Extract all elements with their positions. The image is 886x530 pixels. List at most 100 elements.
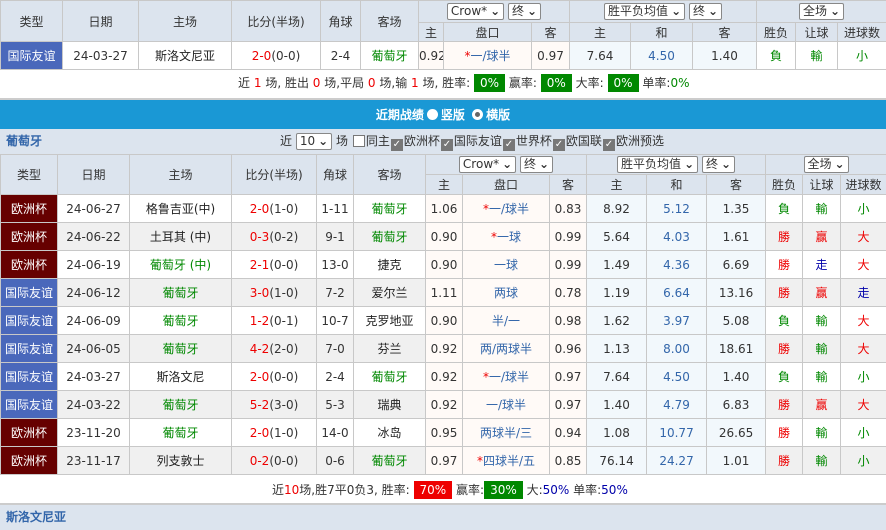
match-type[interactable]: 欧洲杯: [1, 447, 58, 475]
filter-label[interactable]: 同主: [366, 134, 390, 148]
odds-d: 4.79: [647, 391, 707, 419]
period-select[interactable]: 全场: [804, 156, 849, 173]
handicap-rate-badge: 0%: [541, 74, 572, 92]
odds-l: 6.83: [707, 391, 766, 419]
s-text: 近: [238, 76, 250, 90]
match-date: 24-06-12: [58, 279, 130, 307]
home-team[interactable]: 列支敦士: [130, 447, 232, 475]
company-select[interactable]: Crow*: [459, 156, 516, 173]
odds-w: 1.13: [587, 335, 647, 363]
away-team[interactable]: 捷克: [354, 251, 426, 279]
vertical-radio[interactable]: [427, 109, 438, 120]
home-team[interactable]: 葡萄牙 (中): [130, 251, 232, 279]
table-row: 欧洲杯 23-11-20 葡萄牙 2-0(1-0) 14-0 冰岛 0.95 两…: [1, 419, 886, 447]
horizontal-radio[interactable]: [472, 109, 483, 120]
home-team[interactable]: 葡萄牙: [130, 419, 232, 447]
stage-select-2[interactable]: 终: [689, 3, 722, 20]
home-team[interactable]: 葡萄牙: [130, 279, 232, 307]
match-type[interactable]: 国际友谊: [1, 335, 58, 363]
away-team[interactable]: 葡萄牙: [354, 363, 426, 391]
match-type[interactable]: 欧洲杯: [1, 223, 58, 251]
team-name: 葡萄牙: [6, 129, 42, 154]
result-hc: 輸: [803, 307, 841, 335]
match-type[interactable]: 国际友谊: [1, 307, 58, 335]
odds-d: 4.50: [647, 363, 707, 391]
match-type[interactable]: 国际友谊: [1, 391, 58, 419]
handicap-line: 半/一: [463, 307, 550, 335]
filter-checkbox[interactable]: ✓: [391, 139, 403, 151]
away-team[interactable]: 爱尔兰: [354, 279, 426, 307]
full-score: 2-0: [250, 370, 270, 384]
home-team[interactable]: 葡萄牙: [130, 307, 232, 335]
match-type[interactable]: 国际友谊: [1, 279, 58, 307]
filter-label[interactable]: 欧国联: [566, 134, 602, 148]
away-team[interactable]: 芬兰: [354, 335, 426, 363]
away-team[interactable]: 瑞典: [354, 391, 426, 419]
stage-select[interactable]: 终: [508, 3, 541, 20]
avg-select[interactable]: 胜平负均值: [604, 3, 685, 20]
away-team[interactable]: 冰岛: [354, 419, 426, 447]
stage-select-2[interactable]: 终: [702, 156, 735, 173]
match-type[interactable]: 欧洲杯: [1, 195, 58, 223]
avg-select[interactable]: 胜平负均值: [617, 156, 698, 173]
odds-d: 3.97: [647, 307, 707, 335]
away-team[interactable]: 葡萄牙: [361, 42, 419, 70]
match-type[interactable]: 国际友谊: [1, 42, 63, 70]
filter-label[interactable]: 世界杯: [516, 134, 552, 148]
odds-w: 1.08: [587, 419, 647, 447]
horizontal-label[interactable]: 横版: [486, 108, 510, 122]
filter-label[interactable]: 国际友谊: [454, 134, 502, 148]
odds-a: 0.97: [550, 391, 587, 419]
odds-a: 0.98: [550, 307, 587, 335]
home-team[interactable]: 葡萄牙: [130, 335, 232, 363]
corner: 13-0: [317, 251, 354, 279]
filter-checkbox[interactable]: ✓: [603, 139, 615, 151]
filter-label[interactable]: 欧洲预选: [616, 134, 664, 148]
odds-w: 7.64: [587, 363, 647, 391]
half-score: (1-0): [269, 286, 298, 300]
home-team[interactable]: 斯洛文尼: [130, 363, 232, 391]
odds-d: 8.00: [647, 335, 707, 363]
result-wl: 勝: [766, 419, 803, 447]
filter-checkbox[interactable]: ✓: [503, 139, 515, 151]
match-type[interactable]: 欧洲杯: [1, 251, 58, 279]
result-wl: 負: [757, 42, 796, 70]
away-team[interactable]: 克罗地亚: [354, 307, 426, 335]
filter-label[interactable]: 欧洲杯: [404, 134, 440, 148]
filter-checkbox[interactable]: [353, 135, 365, 147]
table-row: 欧洲杯 24-06-22 土耳其 (中) 0-3(0-2) 9-1 葡萄牙 0.…: [1, 223, 886, 251]
half-score: (0-0): [269, 454, 298, 468]
line: 两/两球半: [480, 342, 532, 356]
vertical-label[interactable]: 竖版: [441, 108, 465, 122]
result-goals: 大: [841, 223, 886, 251]
filter-checkbox[interactable]: ✓: [441, 139, 453, 151]
stage-select[interactable]: 终: [520, 156, 553, 173]
recent-count-select[interactable]: 10: [296, 133, 332, 150]
away-team[interactable]: 葡萄牙: [354, 223, 426, 251]
odds-l: 1.40: [693, 42, 757, 70]
full-score: 0-2: [250, 454, 270, 468]
result-wl: 勝: [766, 279, 803, 307]
col-l: 客: [693, 23, 757, 42]
home-team[interactable]: 土耳其 (中): [130, 223, 232, 251]
match-type[interactable]: 国际友谊: [1, 363, 58, 391]
company-select[interactable]: Crow*: [447, 3, 504, 20]
odds-a: 0.83: [550, 195, 587, 223]
odds-l: 26.65: [707, 419, 766, 447]
match-type[interactable]: 欧洲杯: [1, 419, 58, 447]
odds-h: 0.92: [419, 42, 444, 70]
filter-checkbox[interactable]: ✓: [553, 139, 565, 151]
home-team[interactable]: 格鲁吉亚(中): [130, 195, 232, 223]
table-row: 国际友谊 24-06-05 葡萄牙 4-2(2-0) 7-0 芬兰 0.92 两…: [1, 335, 886, 363]
home-team[interactable]: 斯洛文尼亚: [139, 42, 232, 70]
away-team[interactable]: 葡萄牙: [354, 447, 426, 475]
home-team[interactable]: 葡萄牙: [130, 391, 232, 419]
full-score: 0-3: [250, 230, 270, 244]
s-win: 0: [313, 76, 321, 90]
away-team[interactable]: 葡萄牙: [354, 195, 426, 223]
result-hc: 赢: [803, 391, 841, 419]
odds-d: 6.64: [647, 279, 707, 307]
period-select[interactable]: 全场: [799, 3, 844, 20]
filters: 近 10 场 同主✓欧洲杯✓国际友谊✓世界杯✓欧国联✓欧洲预选: [280, 129, 664, 154]
line: 两球: [494, 286, 518, 300]
